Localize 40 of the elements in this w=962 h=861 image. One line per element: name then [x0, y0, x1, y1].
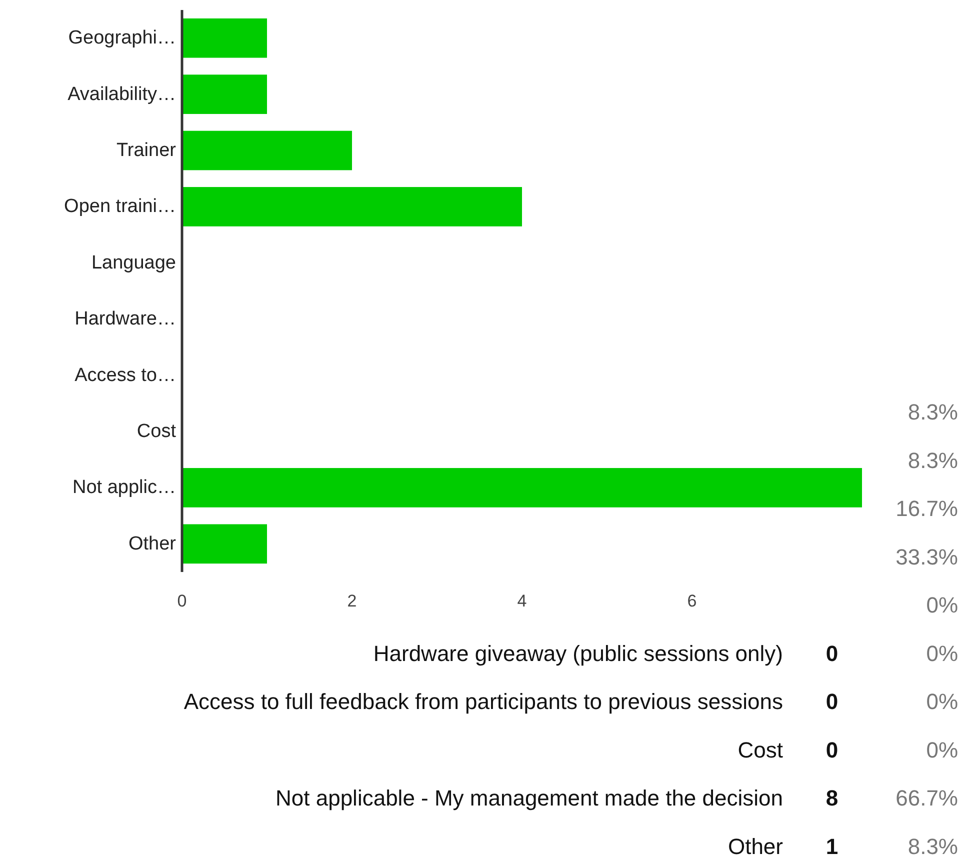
y-tick-label: Other — [128, 533, 177, 554]
text: Access to full feedback from participants to previous sessions — [184, 689, 783, 714]
text: 0 — [826, 737, 838, 762]
bar — [182, 468, 862, 508]
text: 8.3% — [908, 400, 958, 424]
text: Not applicable - My management made the decision — [276, 786, 783, 810]
y-tick-label: Not applic… — [72, 477, 176, 498]
text: 0% — [926, 737, 958, 762]
y-tick-label: Hardware… — [74, 308, 176, 330]
text: 1 — [826, 834, 838, 859]
bar — [182, 187, 522, 226]
text: 0 — [826, 689, 838, 714]
y-tick-label: Open traini… — [64, 196, 176, 218]
text: Other — [728, 834, 783, 859]
bar — [182, 74, 267, 114]
text: 8.3% — [908, 448, 958, 473]
x-tick-label: 4 — [517, 592, 527, 610]
y-tick-label: Trainer — [116, 140, 177, 161]
y-tick-label: Geographi… — [68, 28, 176, 49]
x-tick-label: 0 — [177, 592, 187, 610]
bar — [182, 18, 267, 58]
y-tick-label: Access to… — [74, 364, 176, 386]
text: 0% — [926, 689, 958, 714]
y-tick-label: Language — [91, 252, 176, 274]
text: 33.3% — [896, 544, 958, 570]
text: 8 — [826, 786, 838, 810]
bar — [182, 524, 267, 564]
text: 0 — [826, 640, 838, 666]
text: Cost — [738, 737, 783, 762]
text: Hardware giveaway (public sessions only) — [373, 640, 783, 666]
y-tick-label: Availability… — [68, 84, 176, 105]
y-tick-label: Cost — [136, 421, 177, 442]
x-tick-label: 6 — [687, 592, 697, 610]
x-tick-label: 2 — [347, 592, 357, 610]
bar — [182, 130, 352, 170]
text: 16.7% — [896, 496, 958, 521]
text: 0% — [926, 592, 958, 618]
text: 0% — [926, 640, 958, 666]
text: 66.7% — [896, 786, 958, 810]
text: 8.3% — [908, 834, 958, 859]
